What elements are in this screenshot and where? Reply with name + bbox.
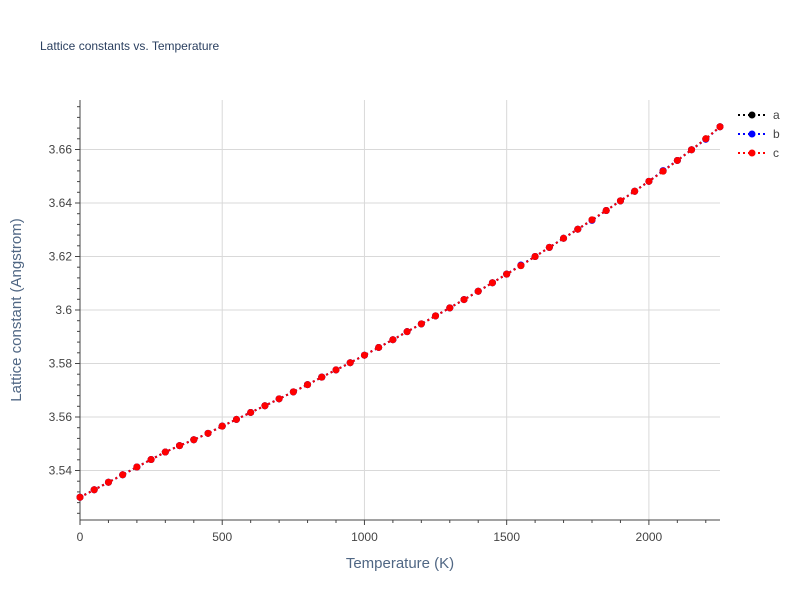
legend-marker-c xyxy=(748,149,756,157)
grid-lines xyxy=(80,100,720,520)
legend: abc xyxy=(738,108,780,160)
data-point-c xyxy=(517,262,525,270)
series-line-c xyxy=(79,125,721,499)
data-point-c xyxy=(446,304,454,312)
data-point-c xyxy=(702,135,710,143)
data-point-c xyxy=(602,206,610,214)
data-point-c xyxy=(275,395,283,403)
y-tick-label: 3.58 xyxy=(49,357,73,371)
data-point-c xyxy=(588,216,596,224)
data-point-c xyxy=(531,252,539,260)
data-point-c xyxy=(261,402,269,410)
data-point-c xyxy=(432,312,440,320)
data-point-c xyxy=(204,429,212,437)
chart-title: Lattice constants vs. Temperature xyxy=(40,39,220,53)
series-c xyxy=(76,123,724,501)
data-point-c xyxy=(318,373,326,381)
data-point-c xyxy=(232,415,240,423)
legend-item-a: a xyxy=(738,108,780,122)
data-point-c xyxy=(133,463,141,471)
legend-marker-a xyxy=(748,111,756,119)
data-point-c xyxy=(488,279,496,287)
data-point-c xyxy=(218,422,226,430)
data-point-c xyxy=(119,471,127,479)
data-point-c xyxy=(616,197,624,205)
y-tick-label: 3.6 xyxy=(55,303,72,317)
data-point-c xyxy=(90,486,98,494)
y-tick-label: 3.64 xyxy=(49,196,73,210)
data-point-c xyxy=(332,366,340,374)
data-point-c xyxy=(417,320,425,328)
plot-area xyxy=(76,123,724,501)
legend-label-c: c xyxy=(773,146,779,160)
data-point-c xyxy=(147,456,155,464)
data-point-c xyxy=(104,478,112,486)
data-point-c xyxy=(289,388,297,396)
series-a xyxy=(76,123,724,501)
data-point-c xyxy=(659,167,667,175)
y-tick-label: 3.56 xyxy=(49,410,73,424)
data-point-c xyxy=(161,448,169,456)
series-line-b xyxy=(79,126,721,499)
y-tick-label: 3.62 xyxy=(49,249,73,263)
data-point-c xyxy=(190,436,198,444)
data-point-c xyxy=(574,225,582,233)
data-point-c xyxy=(375,343,383,351)
legend-label-a: a xyxy=(773,108,780,122)
data-point-c xyxy=(645,177,653,185)
data-point-c xyxy=(716,123,724,131)
data-point-c xyxy=(560,234,568,242)
data-point-c xyxy=(360,351,368,359)
data-point-c xyxy=(76,493,84,501)
legend-label-b: b xyxy=(773,127,780,141)
data-point-c xyxy=(673,156,681,164)
x-tick-label: 1000 xyxy=(351,530,378,544)
data-point-c xyxy=(460,296,468,304)
y-tick-label: 3.54 xyxy=(49,464,73,478)
data-point-c xyxy=(503,270,511,278)
x-tick-label: 1500 xyxy=(493,530,520,544)
series-b xyxy=(76,123,724,501)
x-axis-title: Temperature (K) xyxy=(346,555,454,572)
y-tick-label: 3.66 xyxy=(49,142,73,156)
legend-item-c: c xyxy=(738,146,779,160)
data-point-c xyxy=(389,336,397,344)
data-point-c xyxy=(403,328,411,336)
x-axis: 0 500 1000 1500 2000 xyxy=(77,519,720,544)
x-tick-label: 2000 xyxy=(636,530,663,544)
y-axis: 3.54 3.56 3.58 3.6 3.62 3.64 3.66 xyxy=(49,100,81,520)
legend-item-b: b xyxy=(738,127,780,141)
x-tick-label: 500 xyxy=(212,530,232,544)
data-point-c xyxy=(631,187,639,195)
data-point-c xyxy=(545,243,553,251)
data-point-c xyxy=(304,381,312,389)
data-point-c xyxy=(176,442,184,450)
data-point-c xyxy=(688,146,696,154)
y-axis-title: Lattice constant (Angstrom) xyxy=(8,218,25,401)
series-line-a xyxy=(79,125,721,499)
legend-marker-b xyxy=(748,130,756,138)
x-tick-label: 0 xyxy=(77,530,84,544)
data-point-c xyxy=(346,359,354,367)
data-point-c xyxy=(474,287,482,295)
data-point-c xyxy=(247,408,255,416)
